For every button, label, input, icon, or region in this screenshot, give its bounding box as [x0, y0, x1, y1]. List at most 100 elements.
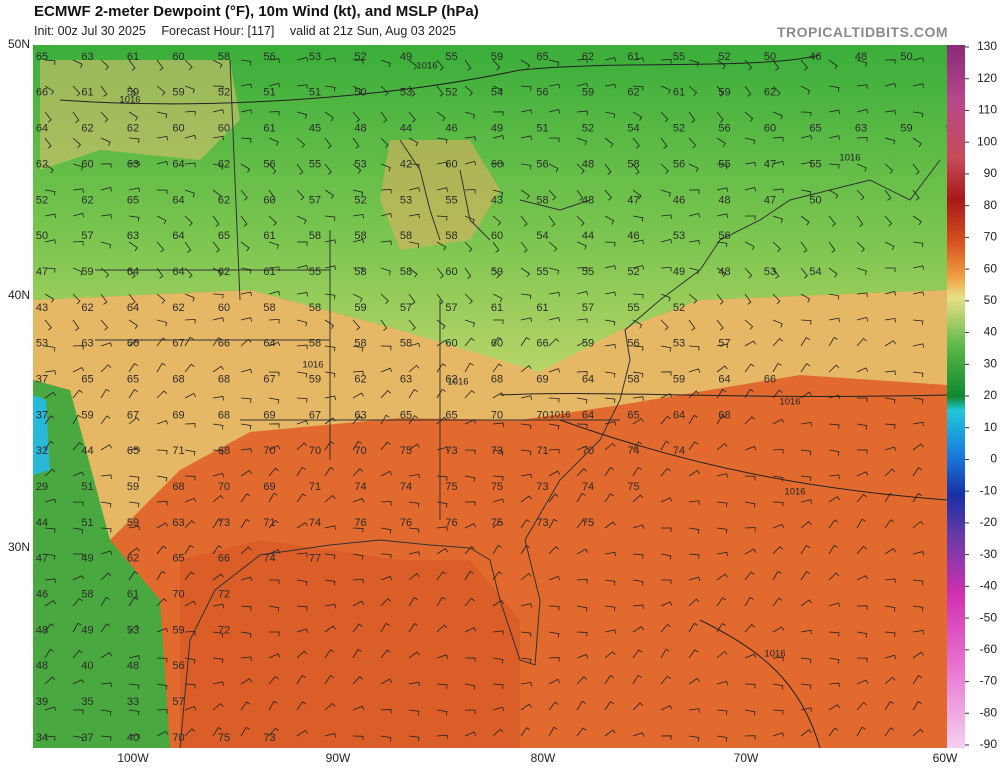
wind-barb — [296, 442, 308, 451]
dewpoint-label: 46 — [809, 51, 821, 63]
wind-barb — [800, 189, 812, 196]
wind-barb — [604, 57, 617, 62]
wind-barb — [800, 293, 811, 303]
dewpoint-label: 73 — [536, 481, 548, 493]
wind-barb — [352, 705, 365, 711]
wind-barb — [492, 520, 504, 529]
dewpoint-label: 47 — [36, 266, 48, 278]
wind-barb — [352, 137, 360, 149]
wind-barb — [772, 59, 780, 71]
dewpoint-label: 65 — [172, 553, 184, 565]
wind-barb — [156, 500, 168, 506]
field-lakes — [380, 140, 500, 250]
wind-barb — [520, 189, 530, 200]
wind-barb — [268, 241, 280, 249]
wind-barb — [660, 497, 673, 503]
wind-barb — [352, 392, 364, 399]
wind-barb — [660, 553, 672, 560]
wind-barb — [828, 394, 841, 400]
wind-barb — [352, 319, 361, 331]
dewpoint-label: 61 — [627, 51, 639, 63]
dewpoint-label: 56 — [536, 158, 548, 170]
dewpoint-label: 39 — [36, 696, 48, 708]
colorbar — [947, 45, 965, 748]
wind-barb — [268, 189, 276, 201]
wind-barb — [660, 393, 673, 399]
wind-barb — [408, 111, 416, 123]
wind-barb — [688, 111, 696, 123]
dewpoint-label: 48 — [354, 123, 366, 135]
wind-barb — [436, 571, 447, 581]
dewpoint-label: 49 — [400, 51, 412, 63]
wind-barb — [240, 317, 252, 322]
wind-barb — [884, 547, 896, 555]
dewpoint-label: 51 — [81, 481, 93, 493]
wind-barb — [520, 59, 531, 69]
wind-barb — [576, 631, 588, 637]
dewpoint-label: 62 — [582, 51, 594, 63]
dewpoint-label: 34 — [36, 732, 48, 744]
wind-barb — [408, 59, 418, 70]
latitude-label: 50N — [8, 37, 30, 51]
wind-barb — [408, 527, 420, 534]
wind-barb — [464, 241, 473, 253]
wind-barb — [296, 605, 308, 611]
wind-barb — [184, 571, 195, 581]
wind-barb — [240, 423, 252, 430]
wind-barb — [408, 596, 418, 607]
wind-barb — [324, 603, 336, 609]
wind-barb — [520, 631, 532, 638]
wind-barb — [268, 549, 281, 555]
wind-barb — [72, 137, 81, 148]
dewpoint-label: 58 — [627, 373, 639, 385]
wind-barb — [72, 441, 83, 451]
wind-barb — [380, 678, 393, 685]
wind-barb — [72, 575, 85, 581]
wind-barb — [688, 677, 700, 685]
dewpoint-label: 40 — [81, 660, 93, 672]
dewpoint-label: 70 — [582, 445, 594, 457]
longitude-label: 80W — [531, 751, 556, 765]
wind-barb — [772, 475, 784, 482]
dewpoint-label: 53 — [36, 338, 48, 350]
wind-barb — [856, 471, 869, 477]
wind-barb — [240, 576, 253, 582]
colorbar-label: -10 — [980, 483, 998, 497]
dewpoint-label: 59 — [582, 338, 594, 350]
dewpoint-label: 69 — [263, 409, 275, 421]
wind-barb — [604, 551, 616, 557]
wind-barb — [884, 605, 896, 612]
dewpoint-label: 60 — [218, 302, 230, 314]
wind-barb — [520, 395, 533, 400]
wind-barb — [72, 267, 83, 276]
wind-barb — [632, 626, 644, 633]
wind-barb — [240, 241, 250, 252]
wind-barb — [240, 605, 252, 611]
wind-barb — [912, 371, 924, 378]
wind-barb — [688, 576, 701, 582]
wind-barb — [156, 111, 168, 119]
wind-barb — [352, 553, 364, 560]
dewpoint-label: 55 — [309, 266, 321, 278]
dewpoint-label: 60 — [491, 230, 503, 242]
wind-barb — [296, 729, 308, 737]
wind-barb — [436, 59, 444, 71]
wind-barb — [856, 545, 867, 555]
wind-barb — [520, 423, 532, 430]
wind-barb — [828, 85, 840, 92]
dewpoint-label: 65 — [536, 51, 548, 63]
wind-barb — [352, 676, 363, 685]
wind-barb — [912, 189, 920, 201]
wind-barb — [240, 493, 251, 503]
wind-barb — [408, 293, 416, 305]
wind-barb — [72, 622, 82, 633]
dewpoint-label: 56 — [718, 230, 730, 242]
wind-barb — [884, 468, 896, 477]
wind-barb — [492, 728, 504, 737]
wind-barb — [660, 59, 672, 64]
dewpoint-label: 37 — [81, 732, 93, 744]
wind-barb — [660, 601, 673, 607]
wind-barb — [212, 189, 222, 200]
wind-barb — [436, 624, 448, 633]
wind-barb — [156, 683, 168, 690]
